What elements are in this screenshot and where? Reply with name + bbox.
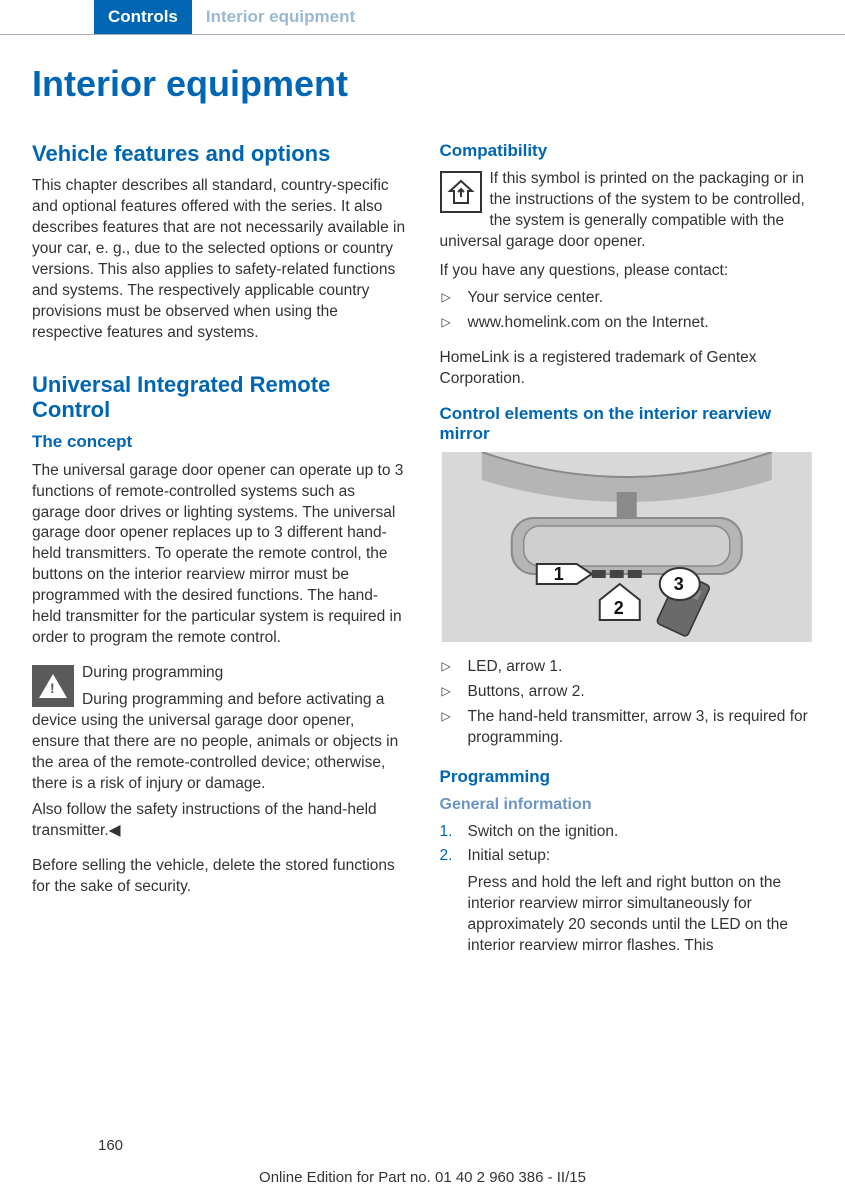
homelink-icon [440, 171, 482, 213]
text-compat-body: If this symbol is printed on the packagi… [440, 169, 814, 253]
compat-block: If this symbol is printed on the packagi… [440, 169, 814, 261]
compat-list: Your service center. www.homelink.com on… [440, 288, 814, 334]
text-trademark: HomeLink is a registered trademark of Ge… [440, 348, 814, 390]
tab-controls[interactable]: Controls [94, 0, 192, 34]
header-spacer [0, 0, 94, 34]
header-tabs: Controls Interior equipment [0, 0, 845, 35]
heading-programming: Programming [440, 767, 814, 787]
heading-the-concept: The concept [32, 432, 406, 452]
step-body: Press and hold the left and right button… [468, 873, 814, 957]
mirror-figure: 1 2 3 [440, 452, 814, 642]
step-text: Initial setup: [468, 847, 551, 864]
page-title: Interior equipment [0, 63, 845, 105]
step-item: 2. Initial setup: Press and hold the lef… [440, 846, 814, 957]
list-item: LED, arrow 1. [440, 657, 814, 678]
text-compat-questions: If you have any questions, please contac… [440, 261, 814, 282]
warning-block: During programming During programming an… [32, 663, 406, 801]
list-item: The hand-held transmitter, arrow 3, is r… [440, 707, 814, 749]
step-number: 1. [440, 822, 453, 843]
figure-label-3: 3 [673, 574, 683, 594]
text-warn-title: During programming [32, 663, 406, 684]
right-column: Compatibility If this symbol is printed … [440, 141, 814, 971]
heading-compatibility: Compatibility [440, 141, 814, 161]
step-item: 1. Switch on the ignition. [440, 822, 814, 843]
list-item: www.homelink.com on the Internet. [440, 313, 814, 334]
heading-control-elements: Control elements on the interior rearvie… [440, 404, 814, 445]
text-features-body: This chapter describes all standard, cou… [32, 176, 406, 343]
figure-label-1: 1 [553, 564, 563, 584]
heading-universal-remote: Universal Integrated Remote Control [32, 372, 406, 423]
content-columns: Vehicle features and options This chapte… [0, 141, 845, 971]
text-concept-body: The universal garage door opener can ope… [32, 461, 406, 649]
list-item: Your service center. [440, 288, 814, 309]
warning-icon [32, 665, 74, 707]
page-number: 160 [98, 1137, 123, 1154]
left-column: Vehicle features and options This chapte… [32, 141, 406, 971]
tab-interior-equipment[interactable]: Interior equipment [192, 0, 369, 34]
heading-vehicle-features: Vehicle features and options [32, 141, 406, 166]
text-delete-body: Before selling the vehicle, delete the s… [32, 856, 406, 898]
programming-steps: 1. Switch on the ignition. 2. Initial se… [440, 822, 814, 958]
heading-general-information: General information [440, 796, 814, 814]
footer-text: Online Edition for Part no. 01 40 2 960 … [0, 1169, 845, 1186]
list-item: Buttons, arrow 2. [440, 682, 814, 703]
figure-legend: LED, arrow 1. Buttons, arrow 2. The hand… [440, 657, 814, 749]
step-number: 2. [440, 846, 453, 867]
step-text: Switch on the ignition. [468, 823, 619, 840]
text-warn-body2: Also follow the safety instructions of t… [32, 800, 406, 842]
text-warn-body: During programming and before activating… [32, 690, 406, 795]
figure-label-2: 2 [613, 598, 623, 618]
